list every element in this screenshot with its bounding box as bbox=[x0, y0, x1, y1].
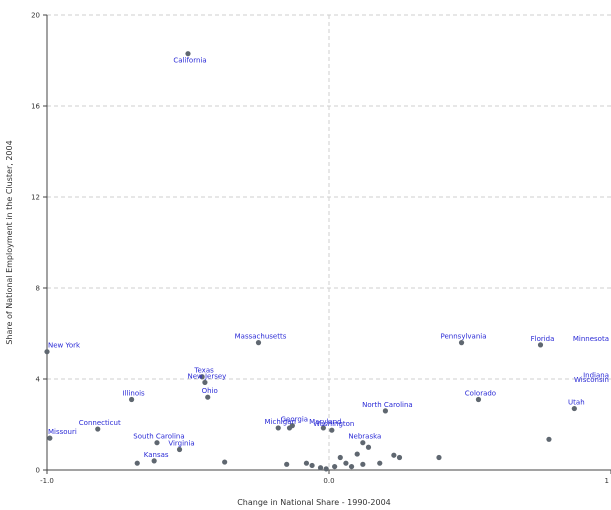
data-point bbox=[391, 452, 397, 458]
data-point bbox=[284, 461, 290, 467]
point-label: Georgia bbox=[281, 416, 308, 424]
data-point bbox=[129, 396, 135, 403]
point-label: California bbox=[173, 57, 206, 65]
point-label: Colorado bbox=[465, 389, 496, 397]
point-label: Minnesota bbox=[573, 335, 609, 343]
point-label: Washington bbox=[313, 420, 354, 428]
data-point bbox=[275, 425, 281, 431]
data-point bbox=[303, 460, 310, 466]
data-point bbox=[222, 459, 228, 465]
point-label: Michigan bbox=[265, 418, 296, 426]
data-point bbox=[317, 465, 324, 471]
data-point bbox=[44, 349, 50, 355]
data-point bbox=[377, 460, 383, 466]
data-point bbox=[436, 454, 442, 461]
data-point bbox=[205, 394, 211, 400]
data-point bbox=[134, 460, 140, 466]
data-point bbox=[185, 51, 191, 57]
data-point bbox=[396, 454, 403, 461]
data-point bbox=[343, 460, 349, 466]
y-tick-label: 12 bbox=[31, 194, 40, 202]
data-point bbox=[309, 462, 315, 469]
y-tick-label: 20 bbox=[31, 12, 40, 20]
data-point bbox=[323, 466, 329, 472]
point-label: Texas bbox=[193, 367, 214, 375]
point-label: Ohio bbox=[202, 387, 218, 395]
point-label: Wisconsin bbox=[574, 376, 609, 384]
data-point bbox=[202, 379, 208, 386]
point-label: Illinois bbox=[122, 389, 145, 397]
axes: 0 4 8 12 16 20 -1.0 0.0 1 bbox=[31, 12, 611, 485]
data-point bbox=[47, 435, 53, 441]
x-tick-label: 0.0 bbox=[323, 477, 334, 485]
grid bbox=[47, 14, 611, 470]
point-label: Nebraska bbox=[348, 433, 381, 441]
data-point bbox=[360, 440, 366, 446]
data-point bbox=[151, 458, 157, 464]
data-point bbox=[354, 451, 360, 457]
point-label: Pennsylvania bbox=[441, 333, 487, 341]
data-point bbox=[337, 454, 343, 461]
y-axis-title: Share of National Employment in the Clus… bbox=[5, 140, 14, 344]
data-point bbox=[320, 425, 326, 431]
data-point bbox=[95, 426, 101, 432]
data-point bbox=[458, 340, 465, 346]
x-tick-label: -1.0 bbox=[40, 477, 54, 485]
data-point bbox=[348, 463, 355, 470]
point-label: Kansas bbox=[144, 451, 169, 459]
point-label: Virginia bbox=[168, 440, 194, 448]
point-label: South Carolina bbox=[133, 433, 184, 441]
point-label: Florida bbox=[531, 335, 555, 343]
x-tick-label: 1 bbox=[605, 477, 609, 485]
point-label: Maryland bbox=[309, 418, 341, 426]
data-points bbox=[44, 51, 577, 472]
point-label: Connecticut bbox=[79, 419, 121, 427]
x-axis-title: Change in National Share - 1990-2004 bbox=[237, 498, 391, 507]
y-tick-label: 0 bbox=[36, 467, 40, 475]
data-point bbox=[360, 461, 366, 467]
data-point bbox=[255, 340, 262, 346]
point-labels: California New York Massachusetts Pennsylva… bbox=[48, 57, 609, 459]
point-label: New York bbox=[48, 342, 81, 350]
y-tick-label: 4 bbox=[36, 376, 41, 384]
data-point bbox=[199, 374, 205, 380]
data-point bbox=[329, 427, 335, 433]
point-label: Missouri bbox=[48, 428, 77, 436]
data-point bbox=[365, 444, 372, 450]
data-point bbox=[382, 408, 388, 414]
data-point bbox=[176, 446, 183, 453]
data-point bbox=[332, 463, 338, 470]
point-label: New Jersey bbox=[187, 372, 226, 380]
data-point bbox=[571, 405, 577, 412]
point-label: North Carolina bbox=[362, 401, 413, 409]
data-point bbox=[475, 396, 482, 403]
point-label: Massachusetts bbox=[235, 333, 287, 341]
data-point bbox=[537, 342, 544, 348]
y-tick-label: 8 bbox=[36, 285, 40, 293]
data-point bbox=[546, 436, 552, 442]
data-point bbox=[286, 425, 293, 431]
point-label: Indiana bbox=[583, 371, 609, 379]
y-tick-label: 16 bbox=[31, 103, 40, 111]
data-point bbox=[154, 440, 160, 446]
point-label: Utah bbox=[568, 399, 585, 407]
